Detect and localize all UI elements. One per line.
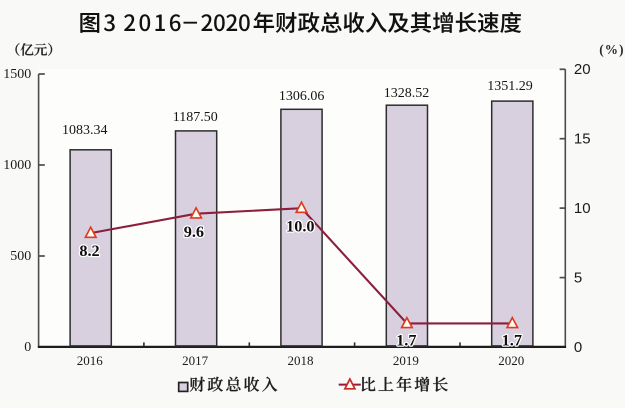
svg-text:2017: 2017 — [182, 353, 209, 368]
svg-text:1187.50: 1187.50 — [173, 110, 218, 125]
svg-text:20: 20 — [574, 61, 591, 78]
svg-text:(%): (%) — [599, 42, 625, 57]
svg-text:0: 0 — [24, 340, 31, 355]
svg-text:2018: 2018 — [288, 353, 314, 368]
svg-text:1.7: 1.7 — [396, 331, 416, 350]
svg-text:10: 10 — [574, 200, 591, 217]
svg-text:15: 15 — [574, 131, 591, 148]
svg-text:500: 500 — [10, 249, 31, 264]
svg-text:2016: 2016 — [77, 353, 104, 368]
svg-text:1.7: 1.7 — [502, 331, 522, 350]
svg-text:1351.29: 1351.29 — [487, 79, 533, 94]
svg-text:1500: 1500 — [3, 67, 31, 82]
svg-text:1306.06: 1306.06 — [279, 89, 325, 104]
svg-text:10.0: 10.0 — [286, 217, 315, 236]
svg-text:5: 5 — [574, 269, 582, 286]
svg-text:1328.52: 1328.52 — [384, 86, 430, 101]
svg-text:2020: 2020 — [498, 353, 524, 368]
svg-text:2019: 2019 — [393, 353, 419, 368]
svg-text:9.6: 9.6 — [184, 222, 204, 241]
svg-text:8.2: 8.2 — [79, 241, 99, 260]
svg-text:1000: 1000 — [3, 158, 31, 173]
svg-text:0: 0 — [574, 339, 582, 356]
svg-text:1083.34: 1083.34 — [62, 123, 108, 138]
